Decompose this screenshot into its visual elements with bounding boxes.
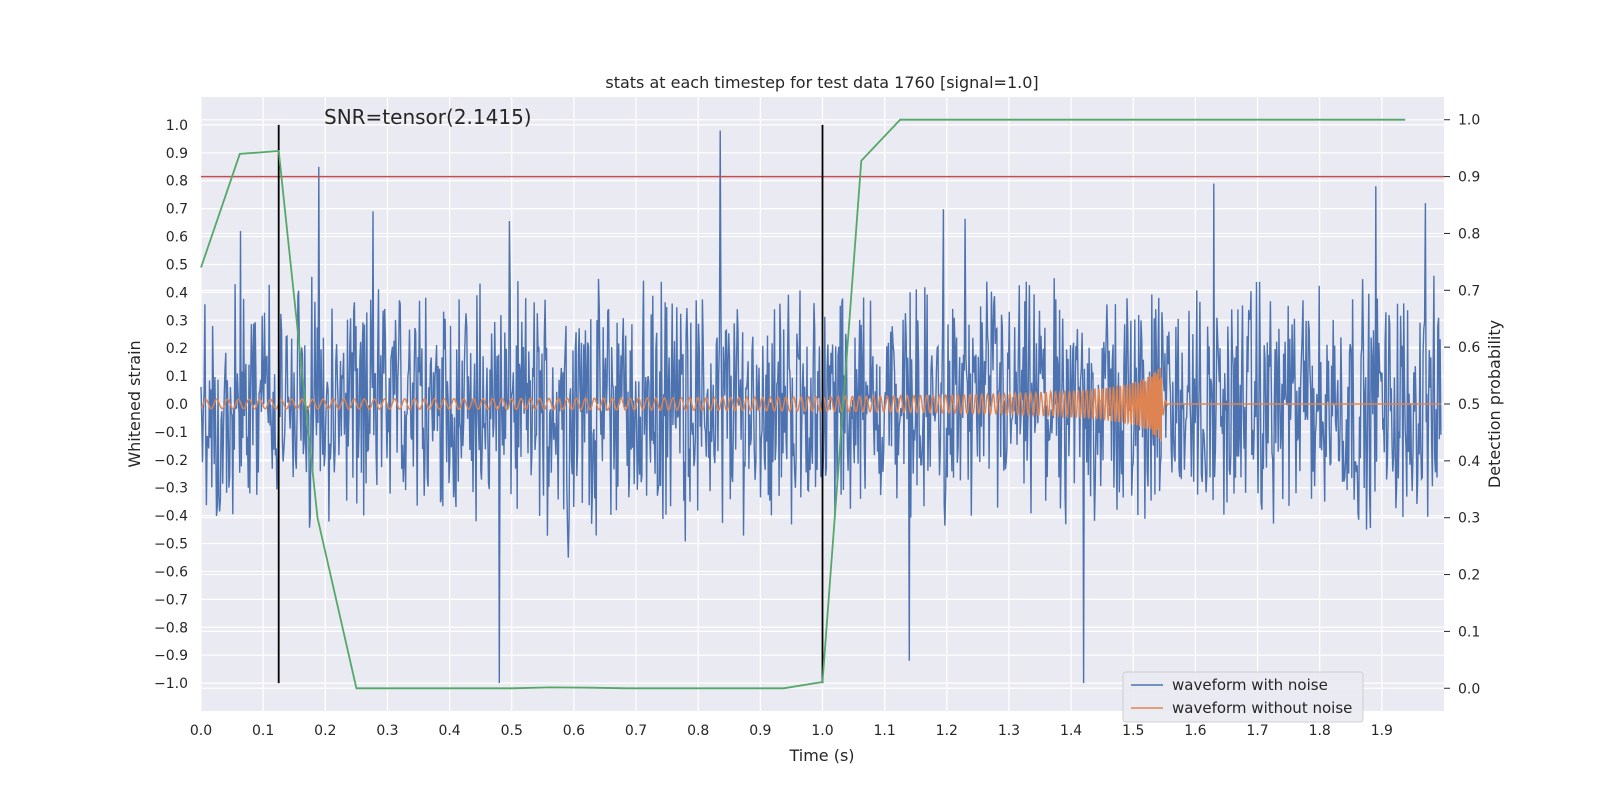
y-tick-label: 1.0 xyxy=(166,118,188,134)
snr-annotation: SNR=tensor(2.1415) xyxy=(324,105,532,129)
noise-waveform-path xyxy=(200,130,1442,684)
y-tick-label: −0.9 xyxy=(154,648,188,664)
y-tick-label: 0.9 xyxy=(166,146,188,162)
legend: waveform with noise waveform without noi… xyxy=(1122,671,1364,723)
y-axis-label: Whitened strain xyxy=(125,340,144,467)
y-tick-label: −0.6 xyxy=(154,564,188,580)
series-waveform-with-noise xyxy=(200,130,1442,684)
y2-tick-label: 0.4 xyxy=(1458,454,1480,470)
y2-tick-label: 0.8 xyxy=(1458,226,1480,242)
legend-label-clean: waveform without noise xyxy=(1172,699,1352,717)
y-tick-label: −1.0 xyxy=(154,676,188,692)
x-tick-label: 0.1 xyxy=(252,723,274,739)
detection-probability-line xyxy=(200,118,1406,690)
x-tick-label: 1.0 xyxy=(811,723,833,739)
y2-tick-label: 0.5 xyxy=(1458,397,1480,413)
x-axis-label: Time (s) xyxy=(788,746,854,765)
x-tick-label: 1.6 xyxy=(1184,723,1206,739)
x-tick-label: 1.5 xyxy=(1122,723,1144,739)
y-tick-label: −0.7 xyxy=(154,592,188,608)
y-tick-label: −0.3 xyxy=(154,481,188,497)
legend-label-noise: waveform with noise xyxy=(1172,676,1328,694)
x-tick-label: 0.9 xyxy=(749,723,771,739)
y2-tick-label: 0.0 xyxy=(1458,681,1480,697)
clean-waveform-path xyxy=(200,367,1441,442)
y-tick-label: 0.1 xyxy=(166,369,188,385)
y-tick-label: 0.0 xyxy=(166,397,188,413)
x-tick-label: 1.4 xyxy=(1060,723,1082,739)
x-tick-labels: 0.0 0.1 0.2 0.3 0.4 0.5 0.6 0.7 0.8 0.9 1.0 1.1 1.2 1… xyxy=(190,723,1393,739)
y-tick-label: −0.1 xyxy=(154,425,188,441)
series-detection-probability xyxy=(200,118,1406,690)
x-tick-label: 1.3 xyxy=(998,723,1020,739)
y2-tick-labels: 1.0 0.9 0.8 0.7 0.6 0.5 0.4 0.3 0.2 0.1 0.0 xyxy=(1444,113,1480,697)
y2-tick-label: 1.0 xyxy=(1458,113,1480,129)
legend-box xyxy=(1122,671,1364,723)
x-tick-label: 1.2 xyxy=(936,723,958,739)
y-tick-label: 0.7 xyxy=(166,202,188,218)
y-tick-label: 0.3 xyxy=(166,313,188,329)
y-tick-label: −0.2 xyxy=(154,453,188,469)
x-tick-label: 0.7 xyxy=(625,723,647,739)
y-tick-label: −0.5 xyxy=(154,537,188,553)
series-waveform-without-noise xyxy=(200,367,1441,442)
y-tick-label: 0.6 xyxy=(166,230,188,246)
y2-tick-label: 0.9 xyxy=(1458,170,1480,186)
x-tick-label: 0.8 xyxy=(687,723,709,739)
y2-tick-label: 0.2 xyxy=(1458,568,1480,584)
x-tick-label: 0.6 xyxy=(563,723,585,739)
y-tick-labels: 1.0 0.9 0.8 0.7 0.6 0.5 0.4 0.3 0.2 0.1 0.0 −0.1 −0.… xyxy=(154,118,188,692)
chart-title: stats at each timestep for test data 176… xyxy=(605,73,1038,92)
y2-tick-label: 0.6 xyxy=(1458,340,1480,356)
x-tick-label: 1.8 xyxy=(1309,723,1331,739)
x-tick-label: 1.7 xyxy=(1246,723,1268,739)
x-tick-label: 0.2 xyxy=(314,723,336,739)
x-tick-label: 0.4 xyxy=(438,723,460,739)
y-tick-label: −0.8 xyxy=(154,620,188,636)
y-tick-label: 0.4 xyxy=(166,285,188,301)
y-tick-label: 0.2 xyxy=(166,341,188,357)
x-tick-label: 0.0 xyxy=(190,723,212,739)
y-tick-label: 0.8 xyxy=(166,174,188,190)
x-tick-label: 0.5 xyxy=(501,723,523,739)
y2-tick-label: 0.3 xyxy=(1458,511,1480,527)
y2-tick-label: 0.1 xyxy=(1458,624,1480,640)
y-tick-label: 0.5 xyxy=(166,257,188,273)
x-tick-label: 1.9 xyxy=(1371,723,1393,739)
y2-axis-label: Detection probability xyxy=(1485,320,1504,488)
x-tick-label: 0.3 xyxy=(376,723,398,739)
y2-tick-label: 0.7 xyxy=(1458,283,1480,299)
x-tick-label: 1.1 xyxy=(874,723,896,739)
vertical-markers xyxy=(277,124,824,684)
y-tick-label: −0.4 xyxy=(154,509,188,525)
